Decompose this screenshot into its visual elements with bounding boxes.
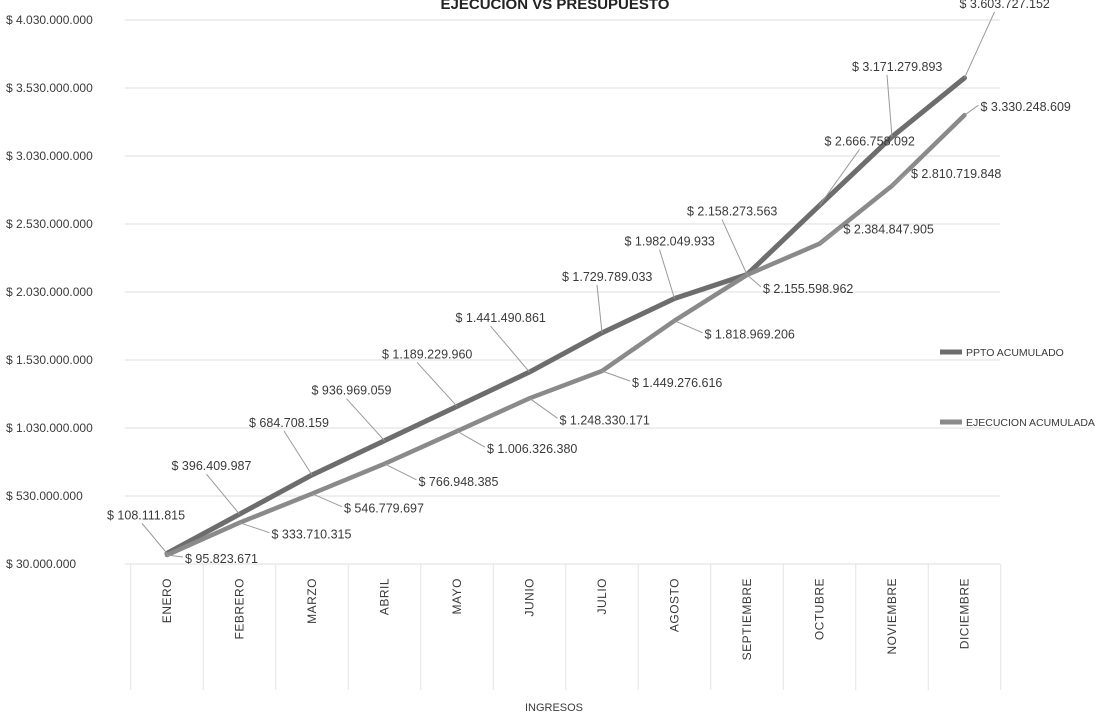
- x-tick-label: FEBRERO: [233, 578, 247, 640]
- data-label: $ 333.710.315: [272, 528, 352, 542]
- x-tick-label: JULIO: [595, 578, 609, 615]
- label-leader-line: [659, 249, 675, 299]
- data-label: $ 1.248.330.171: [560, 413, 650, 427]
- label-leader-line: [674, 320, 703, 334]
- data-label: $ 3.603.727.152: [960, 0, 1050, 11]
- label-leader-line: [886, 74, 893, 137]
- data-label: $ 684.708.159: [249, 416, 329, 430]
- y-tick-label: $ 530.000.000: [6, 489, 83, 503]
- series-line: [164, 75, 967, 556]
- data-label: $ 2.155.598.962: [763, 282, 853, 296]
- label-leader-line: [206, 473, 240, 515]
- x-axis-ticks: ENERO FEBRERO MARZO ABRIL MAYO JUNIO JULIO AGOS…: [160, 578, 972, 660]
- y-tick-label: $ 1.030.000.000: [6, 421, 93, 435]
- label-leader-line: [166, 554, 184, 558]
- x-tick-label: DICIEMBRE: [958, 578, 972, 649]
- y-tick-label: $ 3.530.000.000: [6, 81, 93, 95]
- label-leader-line: [416, 362, 458, 407]
- label-leader-line: [819, 149, 860, 206]
- chart-title: EJECUCION VS PRESUPUESTO: [441, 0, 670, 13]
- data-label: $ 546.779.697: [344, 502, 424, 516]
- x-tick-label: MARZO: [305, 578, 319, 624]
- label-leader-line: [964, 11, 995, 79]
- label-leader-line: [596, 284, 603, 333]
- data-label: $ 1.441.490.861: [456, 311, 546, 325]
- y-axis-ticks: $ 30.000.000 $ 530.000.000 $ 1.030.000.000…: [6, 13, 93, 571]
- label-leader-line: [746, 274, 762, 288]
- data-label: $ 396.409.987: [172, 459, 252, 473]
- series-lines: [164, 75, 967, 558]
- data-label: $ 1.818.969.206: [705, 328, 795, 342]
- y-tick-label: $ 1.530.000.000: [6, 353, 93, 367]
- x-tick-label: OCTUBRE: [813, 578, 827, 640]
- x-tick-label: AGOSTO: [668, 578, 682, 632]
- y-tick-label: $ 3.030.000.000: [6, 149, 93, 163]
- data-label: $ 766.948.385: [419, 475, 499, 489]
- x-axis-label: INGRESOS: [525, 702, 583, 714]
- label-leader-line: [283, 430, 313, 476]
- data-label: $ 3.330.248.609: [981, 100, 1071, 114]
- label-leader-line: [819, 227, 842, 245]
- y-tick-label: $ 2.030.000.000: [6, 285, 93, 299]
- x-tick-label: ENERO: [160, 578, 174, 623]
- data-label: $ 1.449.276.616: [632, 376, 722, 390]
- data-label: $ 95.823.671: [185, 552, 258, 566]
- data-label: $ 3.171.279.893: [852, 60, 942, 74]
- data-label: $ 1.729.789.033: [562, 270, 652, 284]
- y-tick-label: $ 30.000.000: [6, 557, 76, 571]
- data-label: $ 1.006.326.380: [487, 442, 577, 456]
- y-tick-label: $ 2.530.000.000: [6, 217, 93, 231]
- data-label: $ 2.158.273.563: [687, 205, 777, 219]
- label-leader-line: [311, 493, 343, 508]
- x-tick-label: ABRIL: [378, 578, 392, 615]
- label-leader-lines: [141, 11, 995, 558]
- data-label: $ 2.810.719.848: [911, 167, 1001, 181]
- legend-label: EJECUCION ACUMULADA: [966, 417, 1095, 429]
- legend: PPTO ACUMULADO EJECUCION ACUMULADA: [940, 347, 1095, 429]
- label-leader-line: [721, 219, 748, 275]
- data-label: $ 108.111.815: [107, 508, 185, 522]
- legend-label: PPTO ACUMULADO: [966, 347, 1064, 359]
- y-tick-label: $ 4.030.000.000: [6, 13, 93, 27]
- label-leader-line: [490, 325, 530, 373]
- x-tick-label: NOVIEMBRE: [885, 578, 899, 655]
- label-leader-line: [601, 370, 631, 382]
- label-leader-line: [456, 430, 486, 448]
- label-leader-line: [141, 523, 168, 554]
- data-label: $ 2.384.847.905: [844, 223, 934, 237]
- data-label: $ 2.666.758.092: [825, 134, 915, 148]
- data-label: $ 1.189.229.960: [382, 347, 472, 361]
- data-label: $ 1.982.049.933: [625, 235, 715, 249]
- label-leader-line: [529, 397, 558, 419]
- label-leader-line: [239, 522, 270, 534]
- label-leader-line: [384, 463, 417, 481]
- label-leader-line: [891, 171, 910, 187]
- data-label: $ 936.969.059: [312, 384, 392, 398]
- series-line: [164, 112, 967, 558]
- label-leader-line: [964, 104, 979, 116]
- x-tick-label: JUNIO: [523, 578, 537, 617]
- data-labels: $ 108.111.815 $ 396.409.987 $ 684.708.159 $…: [107, 0, 1071, 566]
- x-tick-label: SEPTIEMBRE: [740, 578, 754, 660]
- label-leader-line: [346, 398, 385, 441]
- gridlines: [125, 19, 1002, 690]
- x-tick-label: MAYO: [450, 578, 464, 614]
